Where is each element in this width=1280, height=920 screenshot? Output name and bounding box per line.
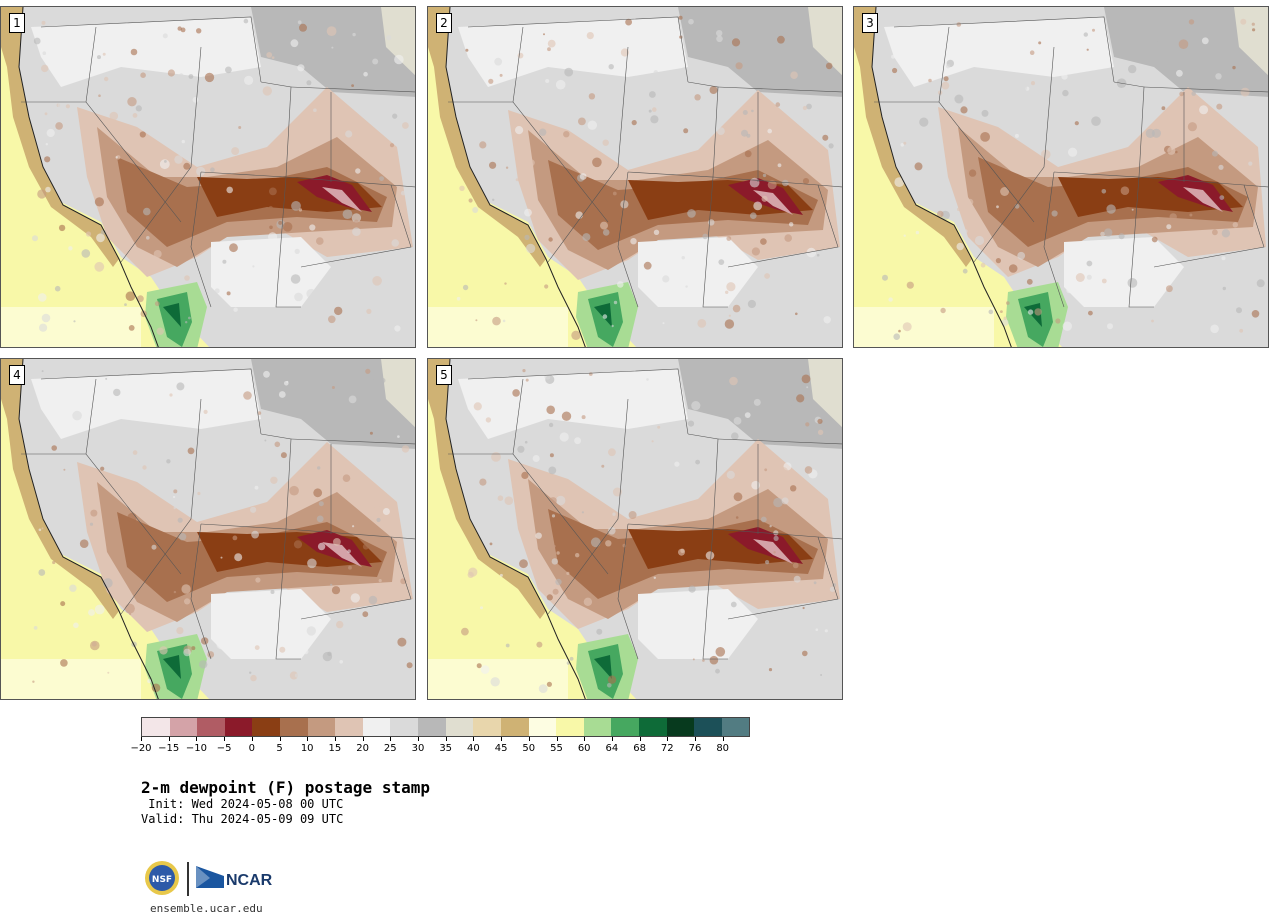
colorbar-tickmark <box>584 737 586 741</box>
website-url: ensemble.ucar.edu <box>150 902 263 915</box>
colorbar-swatch <box>280 718 308 736</box>
colorbar-tickmark <box>501 737 503 741</box>
colorbar-tickmark <box>224 737 226 741</box>
colorbar-tick-label: −10 <box>185 743 207 754</box>
colorbar-swatch <box>142 718 170 736</box>
colorbar-tick-label: 25 <box>383 743 397 754</box>
dewpoint-map <box>428 359 842 699</box>
dewpoint-map <box>1 359 415 699</box>
colorbar-swatch <box>611 718 639 736</box>
colorbar-tickmark <box>418 737 419 741</box>
colorbar-tick-label: 68 <box>633 743 646 754</box>
colorbar-tick-label: −5 <box>216 743 232 754</box>
colorbar-tickmark <box>639 737 641 741</box>
colorbar-swatch <box>473 718 501 736</box>
dewpoint-map <box>854 7 1268 347</box>
panel-number: 1 <box>9 13 25 33</box>
colorbar-swatch <box>335 718 363 736</box>
colorbar-swatch <box>666 718 695 736</box>
colorbar-swatch <box>556 718 584 736</box>
colorbar-swatch <box>638 718 667 736</box>
colorbar-tick-label: 40 <box>467 743 480 754</box>
colorbar-swatch <box>362 718 391 736</box>
colorbar-tickmark <box>445 737 447 741</box>
colorbar-tick-label: 50 <box>522 743 536 754</box>
panel-number: 5 <box>436 365 452 385</box>
colorbar <box>141 717 751 737</box>
colorbar-swatch <box>500 718 529 736</box>
colorbar-tickmark <box>722 737 724 741</box>
colorbar-tick-label: −15 <box>158 743 180 754</box>
colorbar-tickmark <box>362 737 364 741</box>
colorbar-swatch <box>307 718 336 736</box>
nsf-logo-text: NSF <box>152 875 172 885</box>
colorbar-tickmark <box>528 737 530 741</box>
colorbar-swatch <box>390 718 419 736</box>
colorbar-tickmark <box>611 737 613 741</box>
map-panel-4: 4 <box>0 358 416 700</box>
colorbar-tickmark <box>556 737 558 741</box>
colorbar-tick-label: 35 <box>439 743 453 754</box>
colorbar-tickmark <box>141 737 142 741</box>
init-time: Init: Wed 2024-05-08 00 UTC <box>141 797 344 811</box>
map-panel-1: 1 <box>0 6 416 348</box>
colorbar-tick-label: 10 <box>300 743 314 754</box>
logo-divider <box>187 862 189 896</box>
ncar-logo-mark <box>196 866 224 888</box>
chart-title: 2-m dewpoint (F) postage stamp <box>141 778 430 797</box>
colorbar-tickmark <box>473 737 475 741</box>
colorbar-tick-label: −20 <box>130 743 152 754</box>
colorbar-swatch <box>694 718 722 736</box>
colorbar-tickmark <box>251 737 253 741</box>
colorbar-tick-label: 5 <box>276 743 283 754</box>
colorbar-tickmark <box>390 737 392 741</box>
colorbar-tickmark <box>168 737 170 741</box>
colorbar-tick-label: 80 <box>716 743 730 754</box>
colorbar-tick-label: 15 <box>328 743 342 754</box>
colorbar-tick-label: 76 <box>688 743 702 754</box>
panel-number: 2 <box>436 13 452 33</box>
map-panel-2: 2 <box>427 6 843 348</box>
colorbar-tick-label: 60 <box>577 743 591 754</box>
ncar-logo-text: NCAR <box>226 872 273 889</box>
colorbar-tick-label: 20 <box>356 743 369 754</box>
colorbar-tick-label: 0 <box>248 743 255 754</box>
colorbar-tick-label: 64 <box>605 743 619 754</box>
colorbar-swatch <box>583 718 612 736</box>
colorbar-tick-label: 55 <box>550 743 563 754</box>
colorbar-tickmark <box>695 737 696 741</box>
colorbar-tickmark <box>667 737 669 741</box>
panel-number: 4 <box>9 365 25 385</box>
colorbar-swatch <box>197 718 225 736</box>
colorbar-tickmark <box>334 737 336 741</box>
colorbar-tickmark <box>307 737 309 741</box>
map-panel-5: 5 <box>427 358 843 700</box>
colorbar-tickmark <box>279 737 281 741</box>
colorbar-tick-label: 30 <box>411 743 425 754</box>
colorbar-swatch <box>418 718 446 736</box>
panel-number: 3 <box>862 13 878 33</box>
colorbar-swatch <box>721 718 750 736</box>
map-panel-3: 3 <box>853 6 1269 348</box>
nsf-logo: NSF <box>145 861 179 895</box>
valid-time: Valid: Thu 2024-05-09 09 UTC <box>141 812 344 826</box>
dewpoint-map <box>1 7 415 347</box>
colorbar-swatch <box>528 718 557 736</box>
dewpoint-map <box>428 7 842 347</box>
colorbar-swatch <box>252 718 281 736</box>
colorbar-swatch <box>445 718 474 736</box>
colorbar-swatch <box>169 718 198 736</box>
colorbar-tick-label: 72 <box>660 743 674 754</box>
colorbar-tick-label: 45 <box>494 743 508 754</box>
colorbar-swatch <box>224 718 253 736</box>
colorbar-tickmark <box>196 737 198 741</box>
